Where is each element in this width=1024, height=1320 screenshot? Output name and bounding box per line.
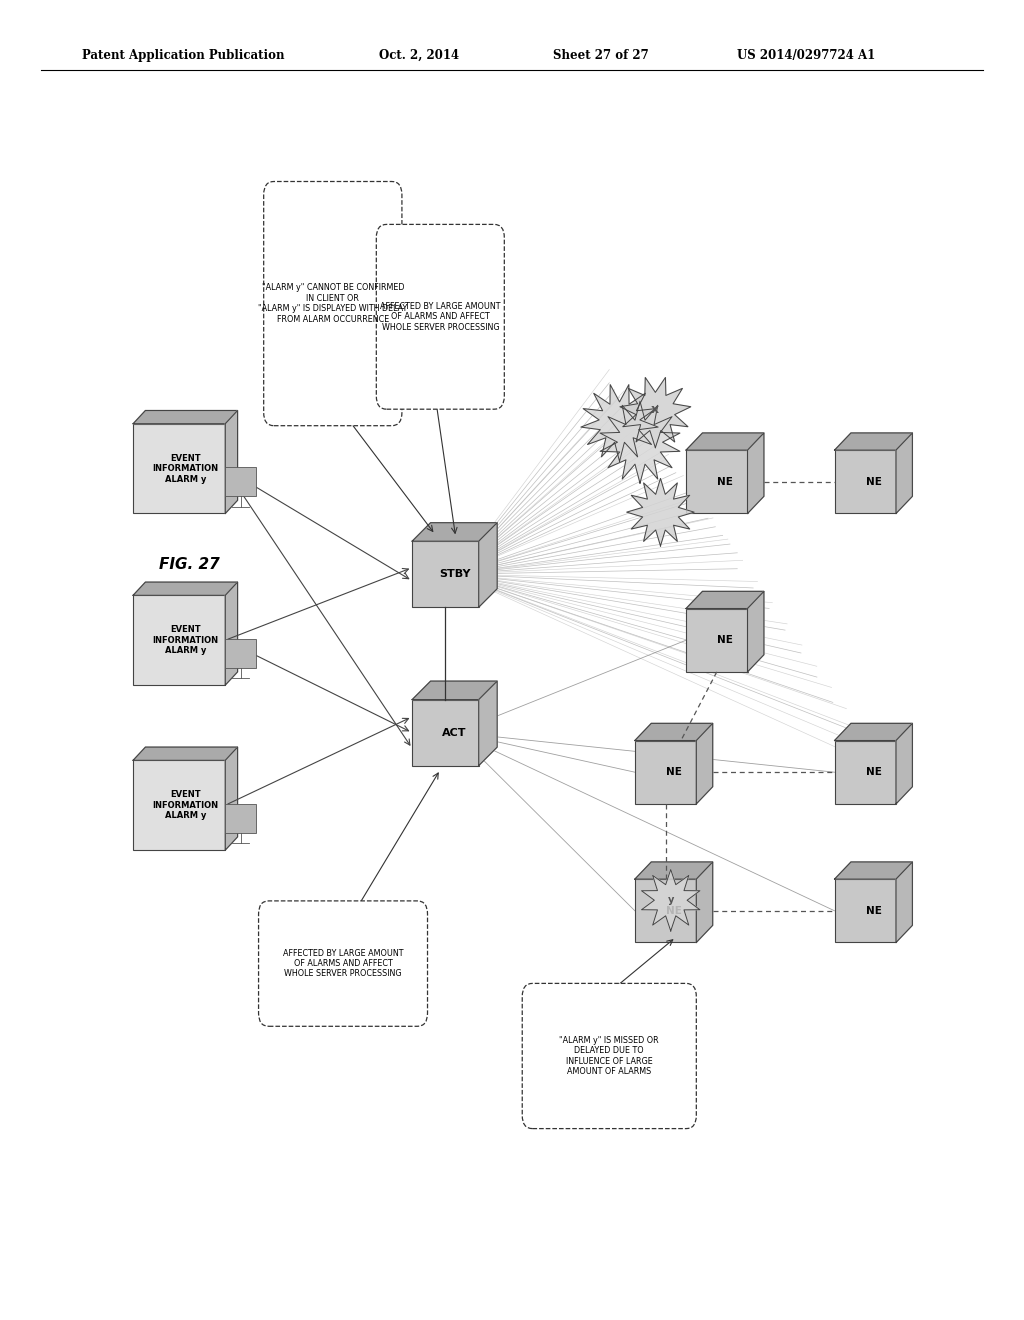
Text: EVENT
INFORMATION
ALARM y: EVENT INFORMATION ALARM y [153, 454, 218, 483]
Text: NE: NE [717, 477, 733, 487]
Text: Patent Application Publication: Patent Application Publication [82, 49, 285, 62]
FancyBboxPatch shape [835, 450, 896, 513]
Polygon shape [620, 378, 691, 447]
Polygon shape [748, 591, 764, 672]
FancyBboxPatch shape [225, 467, 256, 496]
FancyBboxPatch shape [133, 760, 225, 850]
Text: NE: NE [865, 767, 882, 777]
Polygon shape [412, 523, 498, 541]
Text: Oct. 2, 2014: Oct. 2, 2014 [379, 49, 459, 62]
Text: "ALARM y" IS MISSED OR
DELAYED DUE TO
INFLUENCE OF LARGE
AMOUNT OF ALARMS: "ALARM y" IS MISSED OR DELAYED DUE TO IN… [559, 1036, 659, 1076]
FancyBboxPatch shape [412, 700, 478, 766]
FancyBboxPatch shape [258, 900, 428, 1027]
Text: NE: NE [717, 635, 733, 645]
Text: AFFECTED BY LARGE AMOUNT
OF ALARMS AND AFFECT
WHOLE SERVER PROCESSING: AFFECTED BY LARGE AMOUNT OF ALARMS AND A… [380, 302, 501, 331]
Text: Sheet 27 of 27: Sheet 27 of 27 [553, 49, 649, 62]
Polygon shape [896, 433, 912, 513]
FancyBboxPatch shape [835, 741, 896, 804]
FancyBboxPatch shape [686, 609, 748, 672]
FancyBboxPatch shape [377, 224, 504, 409]
FancyBboxPatch shape [225, 804, 256, 833]
FancyBboxPatch shape [522, 983, 696, 1129]
Polygon shape [479, 523, 498, 607]
Polygon shape [635, 862, 713, 879]
Text: AFFECTED BY LARGE AMOUNT
OF ALARMS AND AFFECT
WHOLE SERVER PROCESSING: AFFECTED BY LARGE AMOUNT OF ALARMS AND A… [283, 949, 403, 978]
Text: NE: NE [666, 906, 682, 916]
FancyBboxPatch shape [225, 639, 256, 668]
Polygon shape [412, 681, 498, 700]
Polygon shape [686, 433, 764, 450]
Text: NE: NE [865, 906, 882, 916]
Polygon shape [696, 862, 713, 942]
Polygon shape [225, 582, 238, 685]
Polygon shape [133, 747, 238, 760]
Polygon shape [835, 862, 912, 879]
FancyBboxPatch shape [412, 541, 478, 607]
Polygon shape [686, 591, 764, 609]
Polygon shape [635, 723, 713, 741]
FancyBboxPatch shape [133, 424, 225, 513]
Text: US 2014/0297724 A1: US 2014/0297724 A1 [737, 49, 876, 62]
Polygon shape [896, 862, 912, 942]
Text: EVENT
INFORMATION
ALARM y: EVENT INFORMATION ALARM y [153, 791, 218, 820]
Polygon shape [696, 723, 713, 804]
Text: FIG. 27: FIG. 27 [159, 557, 219, 573]
Polygon shape [581, 384, 658, 461]
Text: y: y [668, 895, 674, 906]
Polygon shape [133, 582, 238, 595]
Text: NE: NE [865, 477, 882, 487]
Polygon shape [133, 411, 238, 424]
FancyBboxPatch shape [635, 741, 696, 804]
Text: STBY: STBY [439, 569, 470, 579]
Polygon shape [225, 411, 238, 513]
Polygon shape [627, 478, 694, 546]
Polygon shape [479, 681, 498, 766]
Text: ACT: ACT [442, 727, 467, 738]
Text: NE: NE [666, 767, 682, 777]
Polygon shape [835, 433, 912, 450]
Text: x: x [651, 403, 659, 416]
Text: EVENT
INFORMATION
ALARM y: EVENT INFORMATION ALARM y [153, 626, 218, 655]
FancyBboxPatch shape [264, 181, 401, 425]
FancyBboxPatch shape [686, 450, 748, 513]
Polygon shape [600, 401, 680, 483]
Polygon shape [748, 433, 764, 513]
Polygon shape [641, 870, 700, 931]
FancyBboxPatch shape [133, 595, 225, 685]
FancyBboxPatch shape [635, 879, 696, 942]
Polygon shape [225, 747, 238, 850]
Text: "ALARM y" CANNOT BE CONFIRMED
IN CLIENT OR
"ALARM y" IS DISPLAYED WITH DELAY
FRO: "ALARM y" CANNOT BE CONFIRMED IN CLIENT … [258, 284, 408, 323]
Polygon shape [835, 723, 912, 741]
Polygon shape [896, 723, 912, 804]
FancyBboxPatch shape [835, 879, 896, 942]
